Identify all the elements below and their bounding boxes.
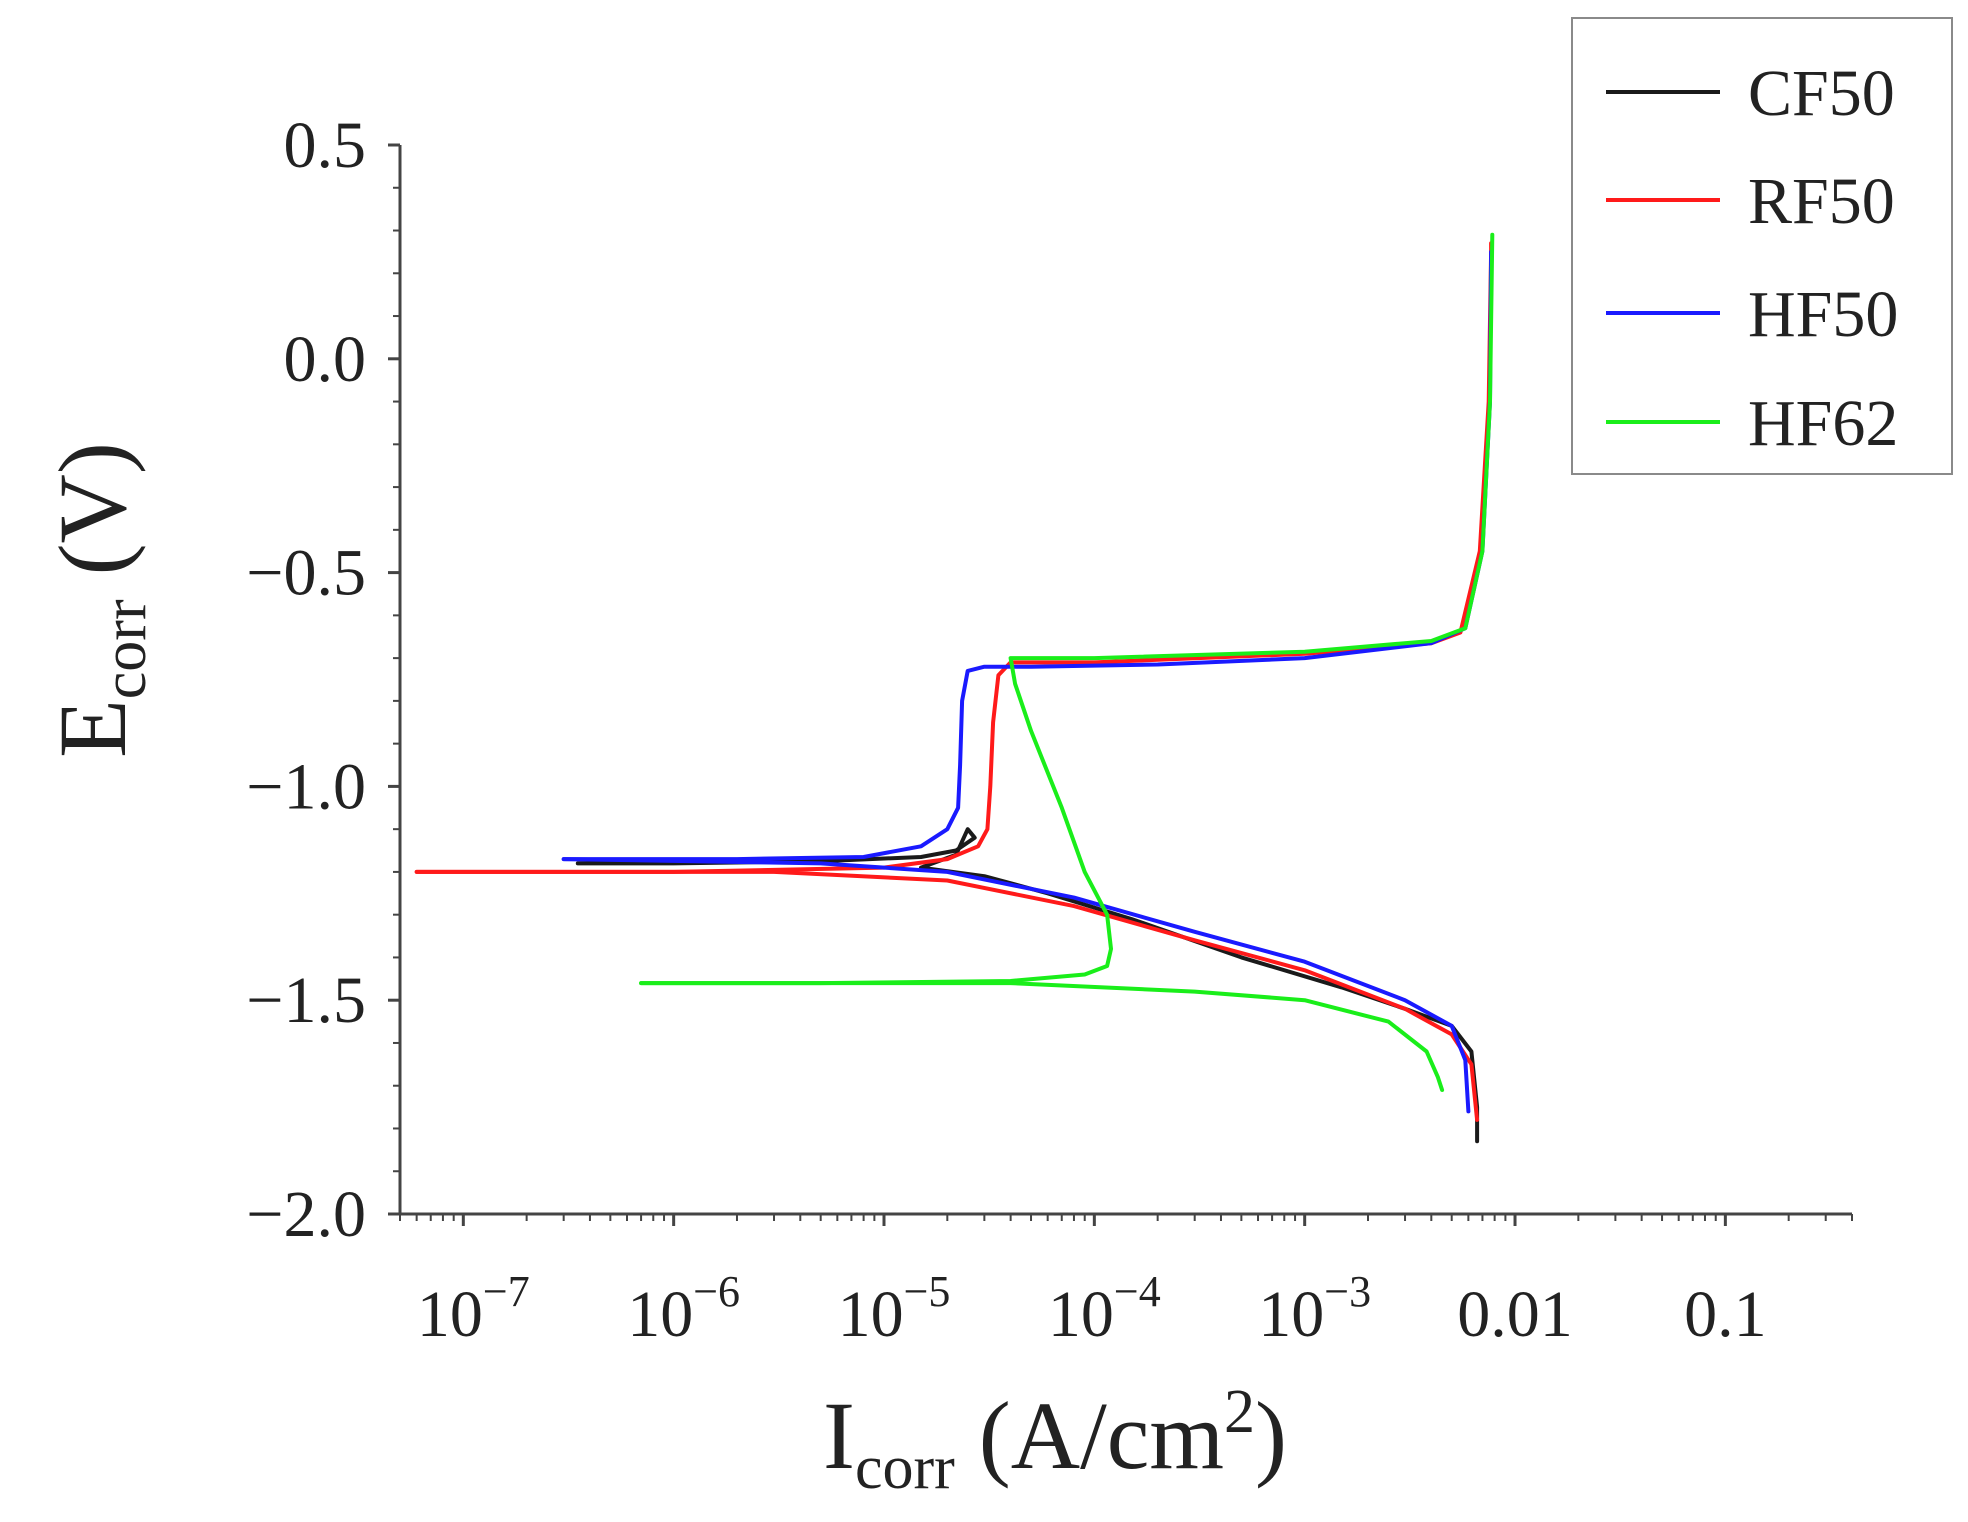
legend: CF50 RF50 HF50 HF62 xyxy=(1571,17,1953,475)
series-line-hf50-cathodic xyxy=(561,857,1471,1114)
y-axis-title-main: E xyxy=(39,699,146,758)
x-tick-label: 10−6 xyxy=(627,1267,740,1351)
x-axis-title-unit-post: ) xyxy=(1255,1382,1287,1489)
ticks-layer: 0.5 0.0 −0.5 −1.0 −1.5 −2.0 10−7 10−6 10−5 10−4 10… xyxy=(246,109,1853,1351)
x-axis-title-sup: 2 xyxy=(1224,1378,1255,1446)
x-tick-label: 10−3 xyxy=(1258,1267,1371,1351)
series-line-rf50-cathodic xyxy=(414,869,1480,1122)
x-tick-label: 10−4 xyxy=(1048,1267,1161,1351)
x-tick-label: 10−5 xyxy=(838,1267,951,1351)
series-line-rf50 xyxy=(414,241,1494,874)
y-tick-label: −1.0 xyxy=(246,750,366,823)
legend-label-hf62: HF62 xyxy=(1748,387,1898,460)
x-axis-title-main: I xyxy=(823,1382,855,1489)
y-tick-label: −1.5 xyxy=(246,964,366,1037)
y-tick-label: 0.0 xyxy=(284,323,367,396)
y-axis-title-sub: corr xyxy=(91,599,159,699)
x-tick-label: 10−7 xyxy=(417,1267,530,1351)
series-line-hf62-cathodic xyxy=(639,981,1445,1092)
legend-label-cf50: CF50 xyxy=(1748,57,1895,130)
x-axis-title: Icorr (A/cm2) xyxy=(823,1378,1287,1502)
y-tick-label: −0.5 xyxy=(246,537,366,610)
y-tick-label: −2.0 xyxy=(246,1178,366,1251)
x-axis-title-unit-pre: (A/cm xyxy=(955,1382,1224,1489)
x-tick-label: 0.1 xyxy=(1684,1278,1767,1351)
series-layer xyxy=(414,232,1495,1144)
series-line-hf50 xyxy=(561,249,1494,862)
legend-label-rf50: RF50 xyxy=(1748,165,1895,238)
y-axis-title: Ecorr (V) xyxy=(39,442,159,758)
x-axis-title-sub: corr xyxy=(855,1434,955,1502)
legend-label-hf50: HF50 xyxy=(1748,278,1898,351)
y-tick-label: 0.5 xyxy=(284,109,367,182)
x-tick-label: 0.01 xyxy=(1457,1278,1573,1351)
series-line-hf62 xyxy=(639,232,1495,986)
y-axis-title-unit: (V) xyxy=(39,442,146,599)
